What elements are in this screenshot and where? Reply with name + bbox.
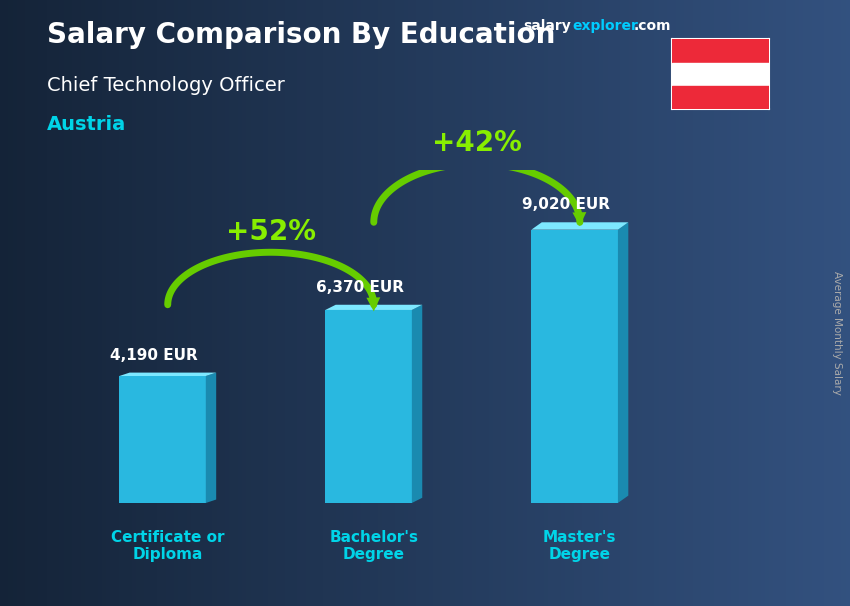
- Polygon shape: [531, 222, 628, 230]
- Text: Certificate or
Diploma: Certificate or Diploma: [111, 530, 224, 562]
- Text: 4,190 EUR: 4,190 EUR: [110, 348, 198, 362]
- Text: 9,020 EUR: 9,020 EUR: [522, 198, 610, 212]
- Text: 6,370 EUR: 6,370 EUR: [316, 280, 404, 295]
- Polygon shape: [326, 310, 412, 503]
- Text: Average Monthly Salary: Average Monthly Salary: [832, 271, 842, 395]
- Text: salary: salary: [523, 19, 570, 33]
- Polygon shape: [119, 373, 216, 376]
- Text: explorer: explorer: [572, 19, 638, 33]
- Polygon shape: [119, 376, 206, 503]
- Polygon shape: [531, 230, 618, 503]
- Bar: [672, 39, 769, 62]
- Polygon shape: [412, 305, 422, 503]
- Polygon shape: [618, 222, 628, 503]
- Text: Austria: Austria: [47, 115, 126, 134]
- Text: .com: .com: [633, 19, 671, 33]
- Bar: [672, 86, 769, 109]
- Polygon shape: [326, 305, 422, 310]
- Text: +52%: +52%: [226, 218, 315, 245]
- Polygon shape: [206, 373, 216, 503]
- Text: +42%: +42%: [432, 129, 522, 157]
- Text: Master's
Degree: Master's Degree: [543, 530, 616, 562]
- Text: Chief Technology Officer: Chief Technology Officer: [47, 76, 285, 95]
- Text: Salary Comparison By Education: Salary Comparison By Education: [47, 21, 555, 49]
- Bar: [672, 62, 769, 86]
- Text: Bachelor's
Degree: Bachelor's Degree: [329, 530, 418, 562]
